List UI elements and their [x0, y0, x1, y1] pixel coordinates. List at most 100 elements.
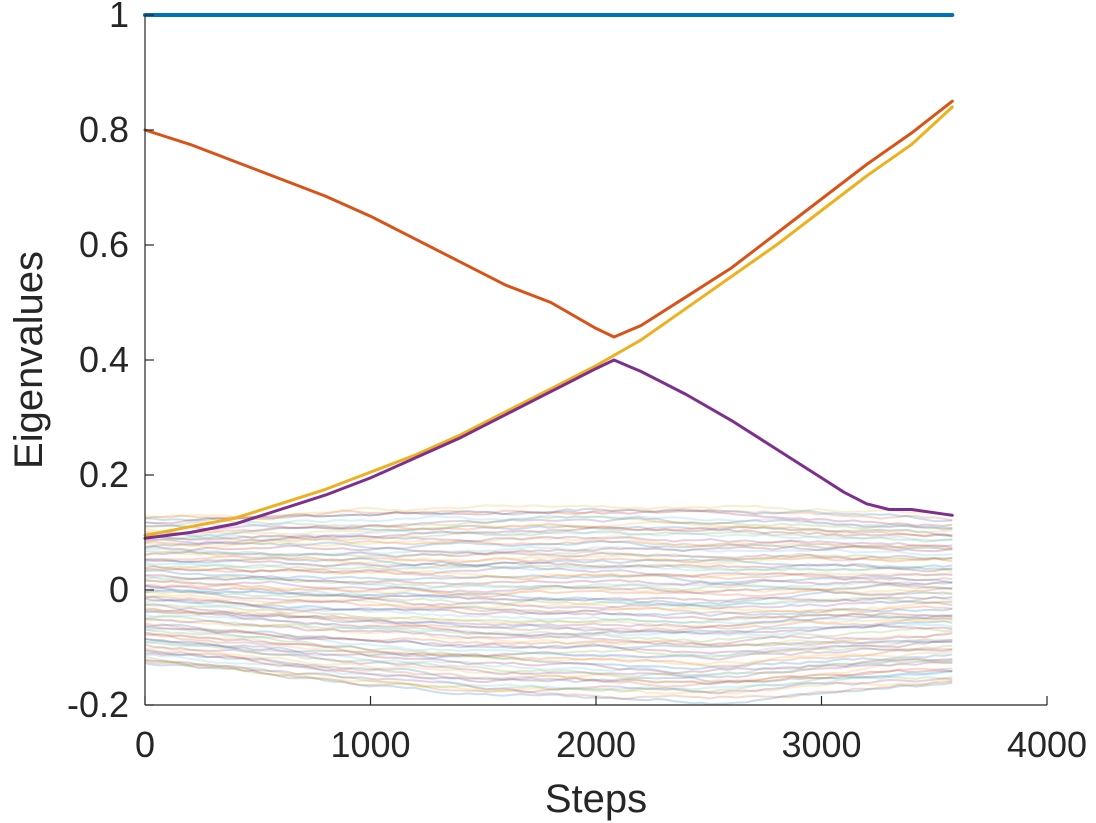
y-tick-label: 0.2	[79, 454, 129, 495]
bulk-eigenvalue-trace	[144, 662, 953, 706]
bulk-eigenvalue-trace	[144, 540, 953, 550]
bulk-eigenvalue-trace	[144, 504, 953, 520]
bulk-eigenvalue-trace	[144, 575, 953, 592]
bulk-eigenvalue-trace	[144, 544, 953, 555]
x-ticks: 0 1000 2000 3000 4000	[135, 696, 1087, 765]
bulk-eigenvalue-trace	[144, 607, 953, 632]
y-ticks: -0.2 0 0.2 0.4 0.6 0.8 1	[67, 0, 154, 725]
y-tick-label: -0.2	[67, 684, 129, 725]
x-tick-label: 4000	[1007, 724, 1087, 765]
bulk-eigenvalue-trace	[144, 514, 953, 529]
bulk-eigenvalue-trace	[144, 610, 953, 638]
bulk-eigenvalue-trace	[144, 606, 953, 629]
x-tick-label: 0	[135, 724, 155, 765]
bulk-eigenvalue-trace	[144, 641, 953, 678]
bulk-eigenvalue-trace	[144, 631, 953, 661]
bulk-eigenvalue-trace	[144, 595, 953, 615]
series-lines	[143, 13, 955, 540]
bulk-eigenvalue-trace	[144, 575, 953, 590]
bulk-eigenvalue-trace	[144, 550, 953, 561]
bulk-eigenvalue-trace	[144, 529, 953, 542]
bulk-eigenvalue-trace	[144, 623, 953, 650]
bulk-eigenvalue-trace	[144, 529, 953, 543]
bulk-eigenvalue-trace	[144, 520, 953, 536]
bulk-eigenvalue-trace	[144, 638, 953, 675]
bulk-eigenvalue-trace	[144, 563, 953, 572]
bulk-eigenvalue-trace	[144, 561, 953, 572]
y-axis-label: Eigenvalues	[7, 251, 51, 469]
bulk-eigenvalue-trace	[144, 597, 953, 621]
y-tick-label: 1	[109, 0, 129, 35]
series-line-4	[143, 358, 954, 540]
bulk-eigenvalue-trace	[144, 551, 953, 565]
bulk-eigenvalue-trace	[144, 618, 953, 646]
bulk-eigenvalue-trace	[144, 609, 953, 635]
bulk-eigenvalue-trace	[144, 649, 953, 684]
bulk-eigenvalue-trace	[144, 633, 953, 668]
bulk-eigenvalue-trace	[144, 510, 953, 527]
bulk-eigenvalue-trace	[144, 618, 953, 648]
bulk-eigenvalue-trace	[144, 515, 953, 530]
bulk-eigenvalue-trace	[144, 579, 953, 594]
bulk-eigenvalue-trace	[144, 559, 953, 573]
bulk-eigenvalue-trace	[144, 508, 953, 522]
x-tick-label: 1000	[330, 724, 410, 765]
y-tick-label: 0.4	[79, 339, 129, 380]
bulk-eigenvalue-trace	[144, 557, 953, 569]
bulk-eigenvalue-trace	[144, 622, 953, 648]
bulk-eigenvalue-trace	[144, 522, 953, 537]
bulk-eigenvalue-trace	[144, 602, 953, 624]
bulk-eigenvalue-trace	[144, 585, 953, 603]
bulk-eigenvalue-trace	[144, 599, 953, 625]
bulk-eigenvalue-trace	[144, 566, 953, 580]
bulk-eigenvalue-trace	[144, 589, 953, 610]
bulk-eigenvalue-trace	[144, 565, 953, 579]
bulk-eigenvalue-trace	[144, 537, 953, 549]
x-axis-label: Steps	[545, 777, 647, 821]
bulk-eigenvalue-trace	[144, 507, 953, 523]
bulk-eigenvalue-trace	[144, 637, 953, 671]
bulk-eigenvalue-trace	[144, 525, 953, 541]
y-tick-label: 0.6	[79, 224, 129, 265]
bulk-eigenvalue-trace	[144, 653, 953, 693]
bulk-eigenvalue-trace	[144, 593, 953, 614]
bulk-eigenvalue-trace	[144, 648, 953, 688]
bulk-eigenvalue-trace	[144, 588, 953, 608]
bulk-eigenvalue-trace	[144, 579, 953, 596]
bulk-eigenvalue-trace	[144, 615, 953, 644]
bulk-eigenvalue-trace	[145, 640, 953, 677]
x-tick-label: 2000	[556, 724, 636, 765]
bulk-eigenvalue-trace	[144, 652, 953, 686]
bulk-eigenvalue-trace	[144, 516, 953, 531]
bulk-eigenvalue-trace	[144, 604, 953, 629]
bulk-eigenvalue-trace	[144, 550, 953, 562]
bulk-eigenvalue-trace	[144, 545, 953, 557]
bulk-eigenvalue-trace	[144, 567, 953, 582]
bulk-eigenvalue-trace	[144, 660, 953, 700]
bulk-eigenvalue-trace	[144, 534, 953, 548]
bulk-eigenvalue-trace	[144, 554, 953, 564]
x-tick-label: 3000	[781, 724, 861, 765]
bulk-eigenvalue-trace	[144, 626, 953, 655]
bulk-eigenvalue-trace	[144, 584, 953, 605]
bulk-eigenvalue-trace	[144, 632, 953, 666]
bulk-eigenvalue-trace	[144, 590, 953, 608]
bulk-eigenvalue-trace	[144, 569, 953, 584]
bulk-eigenvalue-band	[144, 504, 953, 706]
bulk-eigenvalue-trace	[144, 524, 953, 538]
bulk-eigenvalue-trace	[144, 627, 953, 659]
bulk-eigenvalue-trace	[144, 614, 953, 637]
series-line-3	[143, 105, 954, 537]
bulk-eigenvalue-trace	[144, 658, 953, 695]
bulk-eigenvalue-trace	[144, 656, 953, 693]
series-line-2	[143, 99, 954, 339]
bulk-eigenvalue-trace	[144, 643, 953, 679]
bulk-eigenvalue-trace	[144, 646, 953, 684]
bulk-eigenvalue-trace	[144, 583, 953, 598]
bulk-eigenvalue-trace	[144, 535, 953, 550]
bulk-eigenvalue-trace	[144, 659, 953, 695]
bulk-eigenvalue-trace	[144, 596, 953, 617]
y-tick-label: 0.8	[79, 109, 129, 150]
